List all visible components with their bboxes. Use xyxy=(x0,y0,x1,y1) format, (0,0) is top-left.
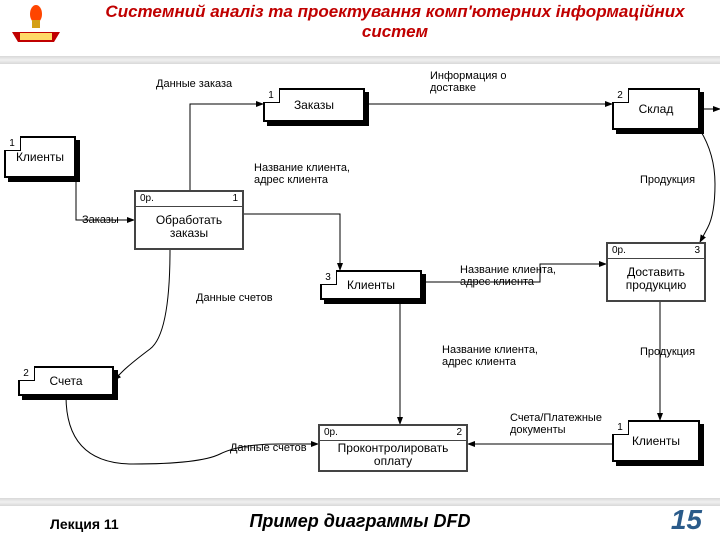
node-sklad: Склад2 xyxy=(612,88,700,130)
edge-label: Название клиента, адрес клиента xyxy=(460,264,570,288)
node-klienty2: Клиенты1 xyxy=(612,420,700,462)
edge-label: Информация о доставке xyxy=(430,70,540,94)
slide-footer: Лекция 11 Пример диаграммы DFD 15 xyxy=(0,506,720,540)
university-logo xyxy=(6,2,66,50)
edge-label: Продукция xyxy=(640,174,695,186)
node-klienty_ds: Клиенты3 xyxy=(320,270,422,300)
header-bar xyxy=(0,56,720,64)
node-scheta: Счета2 xyxy=(18,366,114,396)
edge-label: Продукция xyxy=(640,346,695,358)
slide: Системний аналіз та проектування комп'ют… xyxy=(0,0,720,540)
dfd-diagram: Клиенты1 Заказы1 Склад2 0р.1Обработать зака… xyxy=(0,64,720,494)
edge-obrabotat-zakazy_ds xyxy=(190,104,263,190)
footer-bar xyxy=(0,498,720,506)
edge-label: Счета/Платежные документы xyxy=(510,412,620,436)
edge-label: Название клиента, адрес клиента xyxy=(442,344,552,368)
node-prokontrol: 0р.2Проконтролировать оплату xyxy=(318,424,468,472)
node-zakazy_ds: Заказы1 xyxy=(263,88,365,122)
node-dostavit: 0р.3Доставить продукцию xyxy=(606,242,706,302)
node-klienty1: Клиенты1 xyxy=(4,136,76,178)
edge-obrabotat-klienty_ds xyxy=(244,214,340,270)
slide-header: Системний аналіз та проектування комп'ют… xyxy=(0,0,720,52)
slide-number: 15 xyxy=(671,504,702,536)
diagram-caption: Пример диаграммы DFD xyxy=(0,511,720,532)
edge-label: Название клиента, адрес клиента xyxy=(254,162,364,186)
edge-label: Заказы xyxy=(82,214,119,226)
edge-sklad-dostavit xyxy=(700,130,715,242)
slide-title: Системний аналіз та проектування комп'ют… xyxy=(80,2,710,43)
node-obrabotat: 0р.1Обработать заказы xyxy=(134,190,244,250)
edge-label: Данные счетов xyxy=(196,292,273,304)
edge-label: Данные заказа xyxy=(156,78,232,90)
edge-obrabotat-scheta xyxy=(114,250,170,380)
edge-label: Данные счетов xyxy=(230,442,307,454)
